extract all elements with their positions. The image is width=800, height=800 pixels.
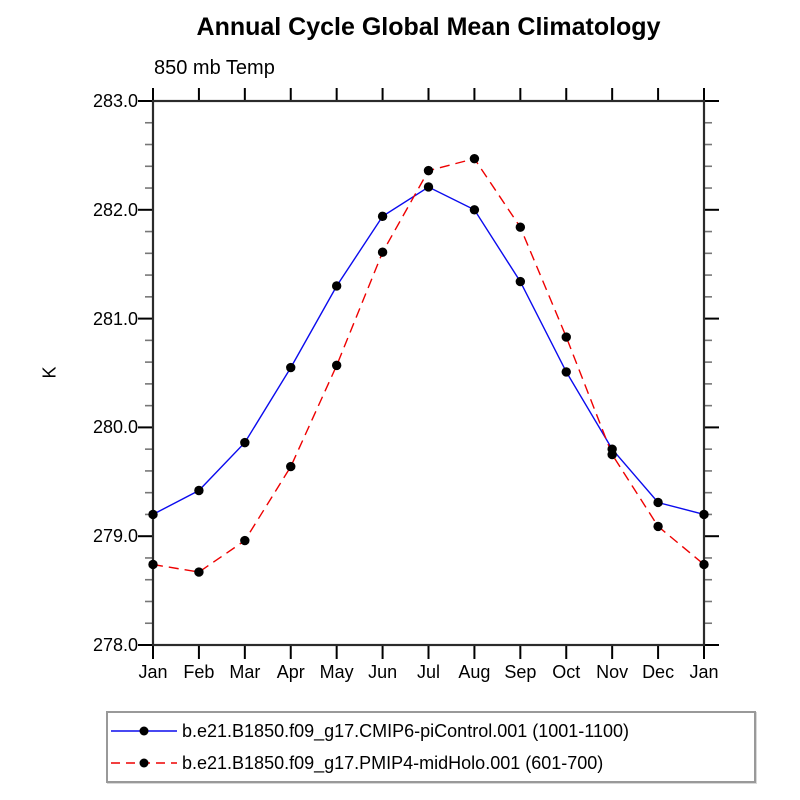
data-point-marker [377, 247, 388, 257]
x-tick-label: Aug [458, 662, 491, 682]
data-point-marker [653, 521, 663, 532]
data-point-marker [561, 367, 571, 377]
plot-area [138, 88, 719, 659]
x-tick-label: Jun [368, 662, 398, 682]
data-point-marker [377, 211, 388, 222]
data-point-marker [515, 276, 526, 287]
x-tick-label: Jan [138, 662, 168, 682]
data-point-marker [194, 567, 204, 577]
x-tick-label: Nov [596, 662, 629, 682]
x-tick-label: Jan [689, 662, 719, 682]
data-point-marker [653, 497, 663, 508]
y-tick-label: 279.0 [92, 526, 138, 547]
y-axis-label: K [39, 366, 60, 379]
x-tick-label: Dec [642, 662, 675, 682]
data-point-marker [423, 182, 434, 192]
data-point-marker [607, 449, 617, 460]
series-line-0 [152, 186, 705, 516]
data-point-marker [699, 509, 709, 520]
data-point-marker [331, 360, 342, 371]
data-point-marker [561, 332, 571, 342]
x-tick-label: Sep [504, 662, 537, 682]
data-point-marker [240, 535, 250, 546]
x-tick-label: May [319, 662, 354, 682]
legend-item-midHolo: b.e21.B1850.f09_g17.PMIP4-midHolo.001 (6… [108, 747, 754, 779]
chart-subtitle: 850 mb Temp [154, 57, 275, 79]
plot-border [151, 99, 706, 647]
chart-title: Annual Cycle Global Mean Climatology [196, 13, 661, 41]
data-point-marker [699, 559, 709, 570]
data-point-marker [148, 509, 158, 520]
x-tick-label: Mar [229, 662, 261, 682]
legend-box: b.e21.B1850.f09_g17.CMIP6-piControl.001 … [106, 711, 756, 783]
y-tick-label: 283.0 [92, 91, 138, 111]
y-tick-label: 281.0 [92, 308, 138, 329]
data-point-marker [148, 559, 158, 570]
series-line-1 [152, 157, 705, 573]
legend-line-sample-midHolo [111, 758, 177, 768]
y-tick-label: 278.0 [92, 635, 138, 655]
legend-line-sample-piControl [111, 726, 177, 736]
x-tick-label: Feb [183, 662, 215, 682]
y-tick-label: 282.0 [92, 199, 138, 220]
data-point-marker [331, 281, 342, 291]
data-point-marker [469, 153, 480, 164]
data-point-marker [515, 222, 526, 232]
x-tick-label: Oct [552, 662, 581, 682]
data-point-marker [469, 205, 480, 215]
y-tick-label: 280.0 [92, 417, 138, 438]
legend-label-piControl: b.e21.B1850.f09_g17.CMIP6-piControl.001 … [182, 720, 629, 741]
data-point-marker [286, 362, 296, 373]
x-tick-label: Apr [276, 662, 305, 682]
data-point-marker [286, 461, 296, 472]
data-point-marker [423, 165, 434, 176]
data-point-marker [194, 485, 204, 496]
x-tick-label: Jul [416, 662, 440, 682]
legend-label-midHolo: b.e21.B1850.f09_g17.PMIP4-midHolo.001 (6… [182, 752, 604, 773]
data-point-marker [240, 437, 250, 448]
legend-item-piControl: b.e21.B1850.f09_g17.CMIP6-piControl.001 … [108, 715, 754, 747]
